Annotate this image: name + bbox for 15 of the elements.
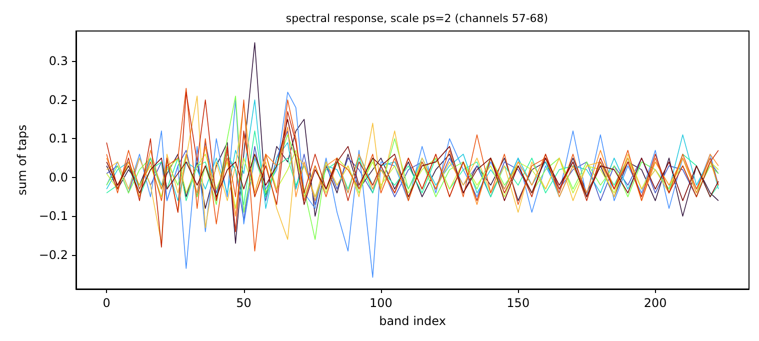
y-tick-label: 0.1	[48, 132, 68, 146]
y-tick-label: 0.2	[48, 92, 68, 107]
y-axis-title: sum of taps	[14, 124, 29, 196]
x-tick-label: 200	[644, 296, 667, 310]
chart-title: spectral response, scale ps=2 (channels 57-68)	[286, 12, 548, 25]
y-tick-label: 0.3	[48, 54, 68, 68]
x-tick-label: 100	[369, 296, 392, 310]
x-tick-label: 0	[102, 296, 110, 310]
line-series	[106, 92, 719, 278]
y-tick-label: −0.1	[38, 209, 68, 224]
x-axis-title: band index	[379, 314, 446, 328]
y-tick-label: −0.2	[38, 248, 68, 262]
y-tick-label: 0.0	[48, 170, 68, 184]
x-tick-label: 150	[506, 296, 530, 310]
x-tick-label: 50	[236, 296, 252, 310]
